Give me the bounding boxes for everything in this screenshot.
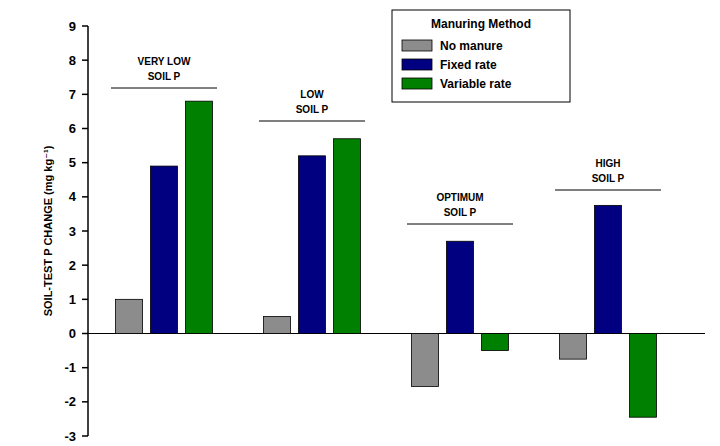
- bar: [264, 316, 291, 333]
- chart: -3 -2 -1 0 1 2 3 4 5 6 7 8 9 SOIL-TEST P CHANGE (mg k…: [0, 0, 720, 446]
- group-label-line-text: SOIL P: [592, 173, 625, 184]
- group-label-line-text: SOIL P: [296, 104, 329, 115]
- y-tick: [82, 435, 88, 437]
- group-label-line: [555, 190, 661, 191]
- y-tick: [82, 59, 88, 61]
- y-tick-label: -2: [64, 394, 76, 409]
- y-tick-label: -3: [64, 429, 76, 444]
- y-tick: [82, 264, 88, 266]
- legend-label: Variable rate: [440, 77, 512, 91]
- group-label-line-text: LOW: [300, 89, 324, 100]
- group-label: HIGH SOIL P: [592, 158, 625, 184]
- group-label-line: [407, 224, 513, 225]
- group-label-line-text: OPTIMUM: [436, 192, 483, 203]
- bar: [116, 299, 143, 333]
- y-tick: [82, 128, 88, 130]
- y-tick: [82, 401, 88, 403]
- legend-swatch: [402, 59, 432, 70]
- bar: [151, 166, 178, 333]
- y-tick-label: 4: [69, 189, 77, 204]
- legend-swatch: [402, 40, 432, 51]
- bar: [186, 101, 213, 333]
- group-label-line: [259, 121, 365, 122]
- legend-title: Manuring Method: [431, 17, 531, 31]
- group-label-line-text: VERY LOW: [138, 56, 191, 67]
- y-tick-label: 2: [69, 258, 76, 273]
- bar: [630, 334, 657, 418]
- group-label: VERY LOW SOIL P: [138, 56, 191, 82]
- group-label-line-text: HIGH: [596, 158, 621, 169]
- group-label: OPTIMUM SOIL P: [436, 192, 483, 218]
- legend-label: No manure: [440, 39, 503, 53]
- y-tick-label: 5: [69, 155, 76, 170]
- y-axis-label: SOIL-TEST P CHANGE (mg kg⁻¹): [42, 145, 54, 316]
- legend-box: [392, 10, 570, 102]
- bars: [116, 101, 657, 417]
- group-label-line-text: SOIL P: [148, 71, 181, 82]
- group-label-line: [111, 88, 217, 89]
- group-label: LOW SOIL P: [296, 89, 329, 115]
- y-tick-label: 0: [69, 326, 76, 341]
- y-tick: [82, 230, 88, 232]
- bar: [595, 205, 622, 333]
- y-tick: [82, 299, 88, 301]
- y-tick: [82, 367, 88, 369]
- bar: [482, 334, 509, 351]
- y-tick-label: 1: [69, 292, 76, 307]
- y-tick-label: 7: [69, 87, 76, 102]
- y-tick: [82, 162, 88, 164]
- y-tick-label: -1: [64, 360, 76, 375]
- y-tick: [82, 333, 88, 335]
- bar: [299, 156, 326, 334]
- y-tick: [82, 94, 88, 96]
- y-tick-label: 8: [69, 53, 76, 68]
- y-tick-label: 3: [69, 224, 76, 239]
- bar: [447, 241, 474, 333]
- bar: [412, 334, 439, 387]
- legend-label: Fixed rate: [440, 58, 497, 72]
- bar: [334, 139, 361, 334]
- y-tick-label: 6: [69, 121, 76, 136]
- legend-swatch: [402, 78, 432, 89]
- y-tick-label: 9: [69, 19, 76, 34]
- y-tick: [82, 196, 88, 198]
- group-label-line-text: SOIL P: [444, 207, 477, 218]
- y-tick: [82, 25, 88, 27]
- bar: [560, 334, 587, 360]
